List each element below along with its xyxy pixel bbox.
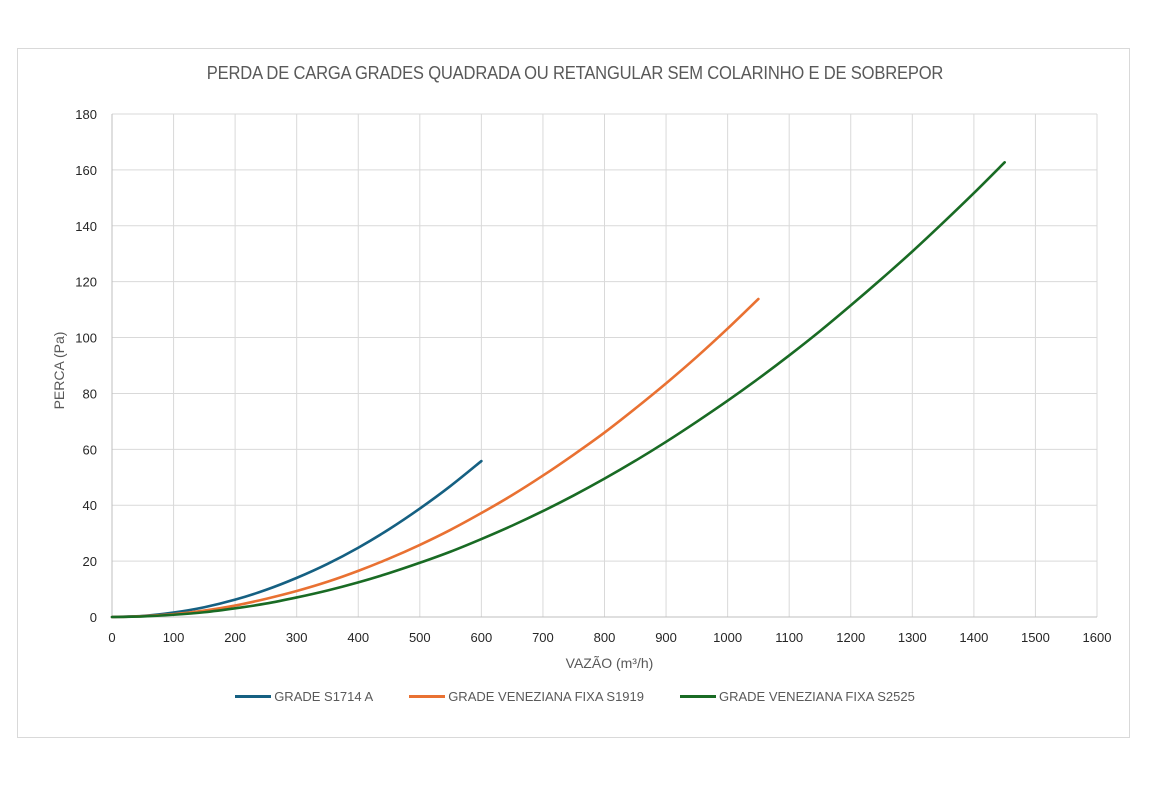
x-tick-label: 1100 — [775, 630, 803, 645]
y-tick-label: 120 — [75, 275, 97, 290]
series-line-1 — [110, 459, 483, 619]
x-axis-ticks: 0 100 200 300 400 500 600 700 800 900 1000 1100 1200… — [108, 630, 1111, 645]
y-tick-label: 140 — [75, 219, 97, 234]
x-tick-label: 800 — [594, 630, 616, 645]
x-tick-label: 100 — [163, 630, 185, 645]
chart-title: PERDA DE CARGA GRADES QUADRADA OU RETANG… — [206, 63, 944, 83]
legend-label: GRADE VENEZIANA FIXA S1919 — [448, 689, 644, 704]
legend-label: GRADE S1714 A — [274, 689, 374, 704]
x-tick-label: 1400 — [959, 630, 988, 645]
legend-item: GRADE VENEZIANA FIXA S2525 — [680, 689, 915, 704]
y-tick-label: 80 — [83, 386, 97, 401]
gridlines — [111, 113, 1098, 618]
x-tick-label: 1600 — [1083, 630, 1112, 645]
x-tick-label: 1500 — [1021, 630, 1050, 645]
legend-swatch — [680, 695, 716, 698]
x-tick-label: 400 — [347, 630, 369, 645]
y-tick-label: 60 — [83, 442, 97, 457]
x-axis-label: VAZÃO (m³/h) — [566, 655, 654, 671]
legend: GRADE S1714 A GRADE VENEZIANA FIXA S1919 G… — [0, 689, 1150, 704]
y-tick-label: 180 — [75, 107, 97, 122]
x-tick-label: 700 — [532, 630, 554, 645]
legend-item: GRADE S1714 A — [235, 689, 373, 704]
legend-label: GRADE VENEZIANA FIXA S2525 — [719, 689, 915, 704]
legend-swatch — [409, 695, 446, 698]
legend-item: GRADE VENEZIANA FIXA S1919 — [409, 689, 644, 704]
series-line-2 — [110, 297, 760, 619]
y-tick-label: 160 — [75, 163, 97, 178]
series-lines — [110, 161, 1006, 619]
y-tick-label: 0 — [90, 610, 97, 625]
series-line-3 — [110, 161, 1006, 619]
x-tick-label: 900 — [655, 630, 677, 645]
y-tick-label: 100 — [75, 331, 97, 346]
x-tick-label: 0 — [108, 630, 115, 645]
y-axis-label: PERCA (Pa) — [51, 332, 67, 410]
legend-swatch — [235, 695, 272, 698]
y-tick-label: 40 — [83, 498, 97, 513]
y-tick-label: 20 — [83, 554, 97, 569]
x-tick-label: 1200 — [836, 630, 865, 645]
x-tick-label: 600 — [471, 630, 493, 645]
y-axis-ticks: 0 20 40 60 80 100 120 140 160 180 — [75, 107, 97, 625]
x-tick-label: 1300 — [898, 630, 927, 645]
x-tick-label: 1000 — [713, 630, 742, 645]
x-tick-label: 500 — [409, 630, 431, 645]
x-tick-label: 300 — [286, 630, 308, 645]
x-tick-label: 200 — [224, 630, 246, 645]
